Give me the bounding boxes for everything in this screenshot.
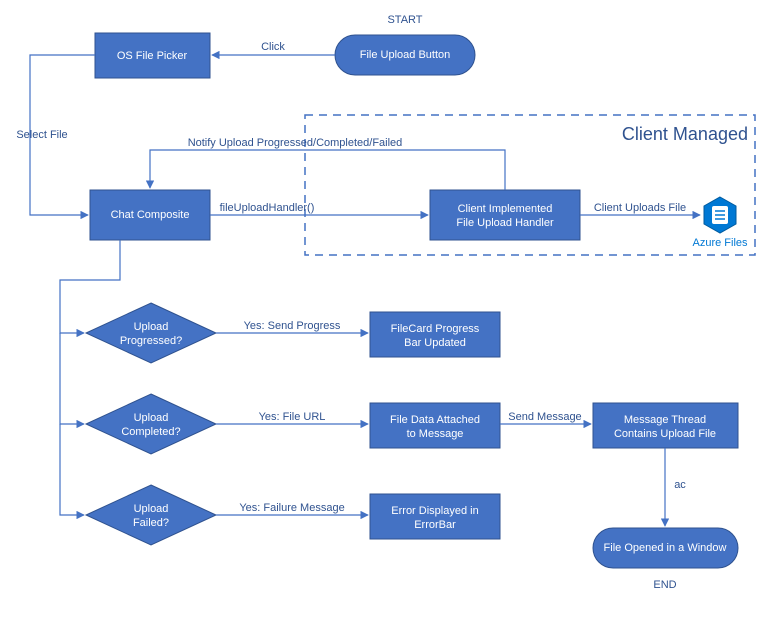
edge-to-completed	[60, 333, 84, 424]
edge-file-upload-handler-label: fileUploadHandler()	[220, 202, 315, 214]
client-handler-node	[430, 190, 580, 240]
edge-notify	[150, 150, 505, 190]
edge-yes-fail-label: Yes: Failure Message	[239, 502, 344, 514]
upload-failed-text-1: Upload	[134, 503, 169, 515]
edge-to-failed	[60, 424, 84, 515]
edge-to-progressed	[60, 240, 120, 333]
edge-ac-label: ac	[674, 479, 686, 491]
edge-yes-url-label: Yes: File URL	[259, 411, 326, 423]
edge-send-message-label: Send Message	[508, 411, 581, 423]
upload-progressed-node	[86, 303, 216, 363]
error-displayed-text-2: ErrorBar	[414, 519, 456, 531]
edge-client-uploads-label: Client Uploads File	[594, 202, 686, 214]
file-data-attached-text-1: File Data Attached	[390, 414, 480, 426]
upload-failed-text-2: Failed?	[133, 517, 169, 529]
client-handler-text-2: File Upload Handler	[456, 217, 554, 229]
file-opened-text: File Opened in a Window	[604, 542, 727, 554]
client-handler-text-1: Client Implemented	[458, 203, 553, 215]
file-data-attached-text-2: to Message	[407, 428, 464, 440]
edge-notify-label: Notify Upload Progressed/Completed/Faile…	[188, 137, 403, 149]
message-thread-text-1: Message Thread	[624, 414, 706, 426]
azure-files-label: Azure Files	[692, 237, 748, 249]
chat-composite-text: Chat Composite	[111, 209, 190, 221]
edge-click-label: Click	[261, 41, 285, 53]
start-label: START	[387, 14, 422, 26]
client-managed-label: Client Managed	[622, 124, 748, 144]
os-file-picker-text: OS File Picker	[117, 50, 188, 62]
upload-progressed-text-1: Upload	[134, 321, 169, 333]
edge-yes-progress-label: Yes: Send Progress	[244, 320, 341, 332]
azure-files-icon	[704, 197, 736, 233]
file-upload-button-text: File Upload Button	[360, 49, 451, 61]
edge-select-file-label: Select File	[16, 129, 67, 141]
upload-completed-text-1: Upload	[134, 412, 169, 424]
filecard-progress-text-2: Bar Updated	[404, 337, 466, 349]
upload-completed-node	[86, 394, 216, 454]
upload-failed-node	[86, 485, 216, 545]
error-displayed-text-1: Error Displayed in	[391, 505, 478, 517]
end-label: END	[653, 579, 676, 591]
upload-completed-text-2: Completed?	[121, 426, 180, 438]
flowchart-canvas: Client Managed START File Upload Button …	[0, 0, 771, 619]
message-thread-text-2: Contains Upload File	[614, 428, 716, 440]
upload-progressed-text-2: Progressed?	[120, 335, 182, 347]
filecard-progress-text-1: FileCard Progress	[391, 323, 480, 335]
